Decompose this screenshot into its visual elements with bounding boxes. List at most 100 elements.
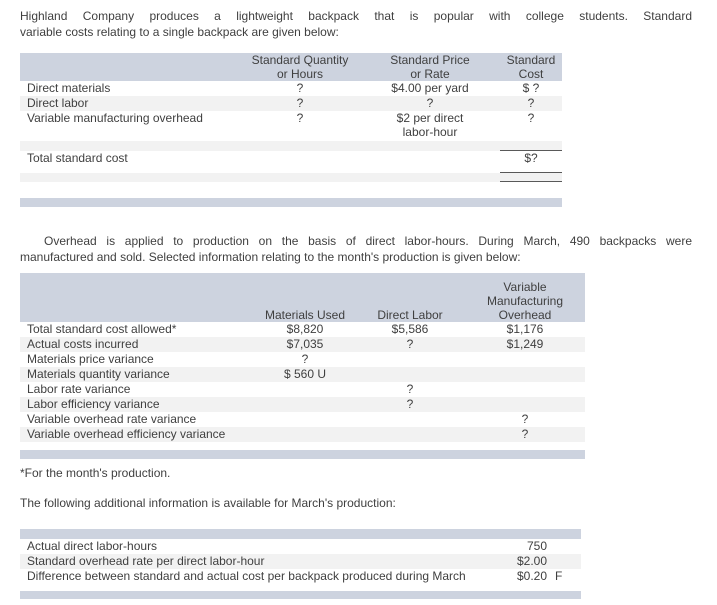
variance-header-row: Materials Used Direct Labor Variable Man… [20, 273, 585, 322]
cell-overhead [465, 367, 585, 382]
table-row: Variable overhead efficiency variance ? [20, 427, 585, 442]
intro-line-2: variable costs relating to a single back… [20, 25, 339, 39]
cell-labor: ? [355, 397, 465, 412]
cell-materials [255, 382, 355, 397]
row-label: Variable manufacturing overhead [27, 111, 203, 125]
cell-materials [255, 427, 355, 442]
body-line-1: Overhead is applied to production on the… [44, 234, 692, 248]
cell-overhead: ? [521, 412, 529, 426]
cell-quantity: ? [240, 96, 360, 111]
double-rule-row [20, 172, 562, 182]
cell-labor [355, 412, 465, 427]
cell-overhead [465, 382, 585, 397]
body-line-2: manufactured and sold. Selected informat… [20, 250, 521, 264]
row-label: Labor rate variance [27, 382, 131, 396]
additional-info-line: The following additional information is … [20, 496, 396, 510]
cell-suffix [547, 539, 581, 554]
cell-cost: ? [527, 111, 535, 125]
cell-value: $2.00 [510, 554, 547, 569]
cell-overhead [465, 397, 585, 412]
table-row: Total standard cost allowed* $8,820 $5,5… [20, 322, 585, 337]
row-label: Variable overhead efficiency variance [20, 427, 255, 442]
intro-line-1: Highland Company produces a lightweight … [20, 9, 692, 23]
body-paragraph: Overhead is applied to production on the… [20, 233, 692, 265]
cell-materials [255, 397, 355, 412]
table-footer-bar [20, 450, 585, 459]
cell-quantity: ? [296, 81, 304, 95]
table-row: Direct labor ? ? ? [20, 96, 562, 111]
table-row: Variable manufacturing overhead ? $2 per… [20, 111, 562, 141]
standard-cost-header-row: Standard Quantity or Hours Standard Pric… [20, 53, 562, 81]
total-cost: $? [524, 151, 538, 165]
cell-materials: $ 560 U [255, 367, 355, 382]
row-label: Actual direct labor-hours [27, 539, 158, 553]
table-row: Variable overhead rate variance ? [20, 412, 585, 427]
cell-materials [255, 412, 355, 427]
cell-overhead: ? [465, 427, 585, 442]
total-row: Total standard cost $? [20, 151, 562, 167]
table-row: Difference between standard and actual c… [20, 569, 581, 584]
cell-cost: ? [500, 96, 562, 111]
subtotal-rule [500, 141, 562, 151]
spacer-row [20, 442, 585, 450]
standard-cost-table: Standard Quantity or Hours Standard Pric… [20, 53, 562, 207]
spacer-row [20, 584, 581, 591]
row-label: Difference between standard and actual c… [27, 569, 466, 583]
cell-value: $0.20 [516, 569, 547, 583]
cell-overhead [465, 352, 585, 367]
cell-labor: ? [406, 382, 414, 396]
spacer-row [20, 166, 562, 173]
table-row: Labor rate variance ? [20, 382, 585, 397]
header-materials-used: Materials Used [255, 273, 355, 322]
double-rule [500, 172, 562, 182]
footnote: *For the month's production. [20, 466, 171, 480]
row-label: Materials price variance [27, 352, 154, 366]
row-label: Direct labor [20, 96, 240, 111]
row-label: Total standard cost allowed* [27, 322, 177, 336]
table-header-bar [20, 529, 581, 539]
table-row: Direct materials ? $4.00 per yard $ ? [20, 81, 562, 96]
table-row: Labor efficiency variance ? [20, 397, 585, 412]
row-label: Materials quantity variance [20, 367, 255, 382]
header-direct-labor: Direct Labor [355, 273, 465, 322]
cell-labor [355, 367, 465, 382]
cell-materials: $7,035 [255, 337, 355, 352]
header-empty [20, 53, 240, 81]
header-standard-cost: Standard Cost [500, 53, 562, 81]
cell-labor [355, 427, 465, 442]
table-row: Materials price variance ? [20, 352, 585, 367]
cell-materials: ? [301, 352, 309, 366]
table-row: Actual direct labor-hours 750 [20, 539, 581, 554]
header-standard-price: Standard Price or Rate [360, 53, 500, 81]
header-standard-quantity: Standard Quantity or Hours [240, 53, 360, 81]
cell-overhead: $1,176 [506, 322, 544, 336]
row-label: Labor efficiency variance [20, 397, 255, 412]
subtotal-rule-row [20, 141, 562, 151]
cell-value: 750 [526, 539, 547, 553]
row-label: Variable overhead rate variance [27, 412, 197, 426]
variance-table: Materials Used Direct Labor Variable Man… [20, 273, 585, 459]
header-variable-overhead: Variable Manufacturing Overhead [465, 273, 585, 322]
intro-paragraph: Highland Company produces a lightweight … [20, 8, 692, 40]
cell-overhead: $1,249 [465, 337, 585, 352]
table-row: Actual costs incurred $7,035 ? $1,249 [20, 337, 585, 352]
cell-price: $2 per direct labor-hour [396, 111, 464, 139]
cell-labor: ? [355, 337, 465, 352]
table-footer-bar [20, 198, 562, 207]
cell-suffix [547, 554, 581, 569]
cell-labor: $5,586 [391, 322, 429, 336]
row-label: Direct materials [27, 81, 111, 95]
cell-quantity: ? [296, 111, 304, 125]
table-row: Standard overhead rate per direct labor-… [20, 554, 581, 569]
row-label: Actual costs incurred [20, 337, 255, 352]
cell-cost: $ ? [522, 81, 540, 95]
header-empty [20, 273, 255, 322]
cell-price: ? [360, 96, 500, 111]
cell-price: $4.00 per yard [391, 81, 469, 95]
cell-suffix: F [555, 569, 563, 583]
total-label: Total standard cost [27, 151, 128, 165]
row-label: Standard overhead rate per direct labor-… [20, 554, 510, 569]
table-row: Materials quantity variance $ 560 U [20, 367, 585, 382]
cell-labor [355, 352, 465, 367]
additional-info-table: Actual direct labor-hours 750 Standard o… [20, 529, 581, 599]
